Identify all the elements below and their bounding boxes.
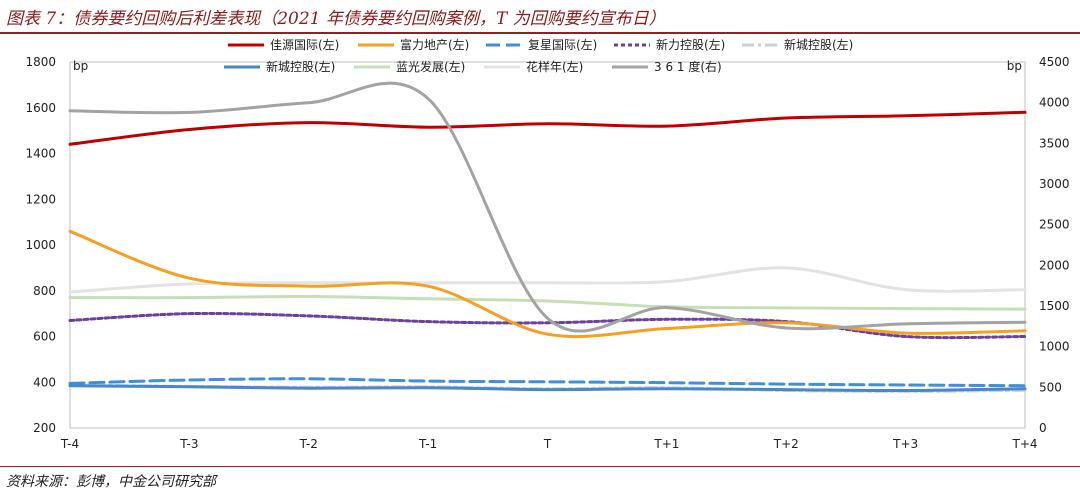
y-left-unit: bp [73,59,88,73]
legend-label-1: 富力地产(左) [400,37,469,52]
y-right-tick-label: 4500 [1039,55,1070,69]
chart-title: 图表 7：债券要约回购后利差表现（2021 年债券要约回购案例，T 为回购要约宣… [6,9,666,29]
x-tick-label: T+4 [1011,437,1037,451]
y-right-tick-label: 4000 [1039,96,1070,110]
y-right-tick-label: 2000 [1039,258,1070,272]
y-right-tick-label: 1000 [1039,340,1070,354]
y-right-unit: bp [1007,59,1022,73]
series-lines [68,81,1027,393]
plot-frame [69,61,1026,429]
series-line-7 [68,266,1027,294]
y-left-tick-label: 400 [33,375,56,389]
legend-label-6: 蓝光发展(左) [396,59,465,74]
series-line-0 [68,110,1027,146]
series-line-6 [68,294,1027,311]
y-left-tick-label: 200 [33,421,56,435]
plot-border [69,61,1026,429]
series-line-2 [68,377,1027,388]
x-tick-label: T-1 [418,437,437,451]
series-line-5 [68,384,1027,393]
y-right-tick-label: 0 [1039,421,1047,435]
legend-label-8: 3 6 1 度(右) [654,59,722,74]
y-right-tick-label: 500 [1039,380,1062,394]
series-line-3 [68,311,1027,340]
y-left-tick-label: 1000 [25,238,56,252]
series-line-1 [68,229,1027,339]
source-rule [0,466,1080,467]
legend-label-7: 花样年(左) [526,59,583,74]
y-left-tick-label: 1200 [25,192,56,206]
y-right-tick-label: 1500 [1039,299,1070,313]
x-tick-label: T+1 [653,437,679,451]
x-tick-label: T [543,437,552,451]
y-left-tick-label: 1400 [25,147,56,161]
title-rule [0,32,1080,34]
legend-label-2: 复星国际(左) [528,37,597,52]
legend-label-4: 新城控股(左) [784,37,853,52]
y-right-tick-label: 3000 [1039,177,1070,191]
x-tick-label: T-3 [179,437,198,451]
x-tick-label: T-4 [60,437,79,451]
x-tick-label: T+2 [773,437,799,451]
legend-label-3: 新力控股(左) [656,37,725,52]
legend-label-5: 新城控股(左) [266,59,335,74]
legend-label-0: 佳源国际(左) [270,37,339,52]
y-right-tick-label: 3500 [1039,136,1070,150]
series-line-8 [68,81,1027,333]
axis-labels: 200 400 600 800 1000 1200 1400 1600 1800 0 500 1000… [25,55,1069,451]
y-left-tick-label: 600 [33,330,56,344]
y-right-tick-label: 2500 [1039,218,1070,232]
x-tick-label: T-2 [299,437,318,451]
y-left-tick-label: 1800 [25,55,56,69]
legend: 佳源国际(左) 富力地产(左) 复星国际(左) 新力控股(左) 新城控股(左) 新城控股(… [224,37,853,74]
x-tick-label: T+3 [892,437,918,451]
chart-area: 200 400 600 800 1000 1200 1400 1600 1800 0 500 1000… [25,37,1069,451]
y-left-tick-label: 800 [33,284,56,298]
source-note: 资料来源：彭博，中金公司研究部 [6,474,216,490]
y-left-tick-label: 1600 [25,101,56,115]
